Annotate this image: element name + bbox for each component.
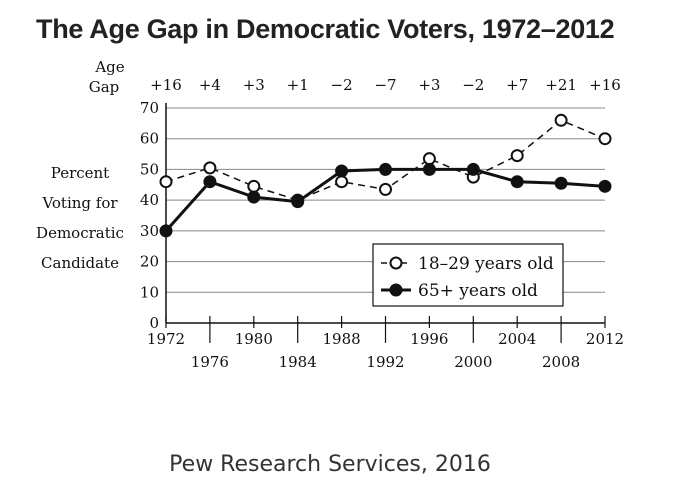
y-tick-label: 50 — [140, 160, 159, 178]
point-65plus — [291, 195, 305, 209]
y-tick-label: 0 — [149, 314, 159, 332]
age-gap-label: −2 — [462, 76, 484, 94]
x-tick-label: 1972 — [147, 330, 185, 348]
x-tick-label: 1992 — [366, 353, 404, 371]
x-tick-label: 2008 — [542, 353, 580, 371]
point-18-29 — [203, 161, 217, 175]
legend-box — [372, 243, 564, 307]
chart-source: Pew Research Services, 2016 — [169, 452, 491, 477]
point-65plus — [379, 162, 392, 176]
x-tick-label: 2000 — [454, 353, 492, 371]
age-gap-label: +3 — [243, 76, 265, 94]
age-gap-label: +1 — [287, 76, 309, 94]
point-65plus — [335, 164, 349, 178]
y-axis-label: Democratic — [36, 224, 124, 242]
line-chart: 0 10 20 30 40 50 60 70 1972 +16 1976 +4 1980 +3 1984 +1… — [36, 58, 624, 371]
x-tick-label: 1988 — [323, 330, 361, 348]
legend-label: 65+ years old — [418, 281, 538, 301]
age-gap-title: Gap — [89, 78, 120, 96]
y-axis-label: Candidate — [41, 254, 119, 272]
y-axis-label: Percent — [51, 164, 109, 182]
y-axis-label: Voting for — [41, 194, 118, 212]
y-tick-label: 70 — [140, 99, 159, 117]
point-65plus — [598, 179, 612, 193]
y-tick-label: 20 — [140, 253, 159, 271]
age-gap-label: +3 — [418, 76, 440, 94]
point-18-29 — [159, 175, 173, 189]
point-65plus — [422, 162, 436, 176]
x-tick-label: 1980 — [235, 330, 273, 348]
y-tick-label: 30 — [140, 222, 159, 240]
legend-marker — [389, 256, 403, 270]
legend-marker — [389, 283, 403, 297]
point-18-29 — [598, 132, 612, 146]
y-tick-label: 10 — [140, 283, 159, 301]
x-tick-label: 2012 — [586, 330, 624, 348]
point-18-29 — [379, 182, 392, 196]
point-18-29 — [422, 152, 436, 166]
point-18-29 — [247, 179, 261, 193]
age-gap-title: Age — [94, 58, 124, 76]
x-tick-label: 1996 — [410, 330, 448, 348]
point-65plus — [247, 190, 261, 204]
point-18-29 — [554, 113, 568, 127]
legend-label: 18–29 years old — [418, 254, 554, 274]
point-65plus — [510, 175, 524, 189]
age-gap-label: +7 — [506, 76, 528, 94]
age-gap-label: −2 — [331, 76, 353, 94]
age-gap-label: +21 — [545, 76, 577, 94]
point-65plus — [554, 176, 568, 190]
age-gap-label: −7 — [374, 76, 396, 94]
y-tick-label: 40 — [140, 191, 159, 209]
point-18-29 — [510, 149, 524, 163]
y-tick-label: 60 — [140, 130, 159, 148]
age-gap-label: +4 — [199, 76, 221, 94]
age-gap-label: +16 — [150, 76, 182, 94]
point-65plus — [203, 175, 217, 189]
point-65plus — [159, 224, 173, 238]
x-tick-label: 1984 — [279, 353, 317, 371]
x-tick-label: 1976 — [191, 353, 229, 371]
age-gap-label: +16 — [589, 76, 621, 94]
x-tick-label: 2004 — [498, 330, 536, 348]
chart-title: The Age Gap in Democratic Voters, 1972–2… — [36, 14, 615, 44]
point-18-29 — [335, 175, 349, 189]
point-65plus — [466, 162, 480, 176]
